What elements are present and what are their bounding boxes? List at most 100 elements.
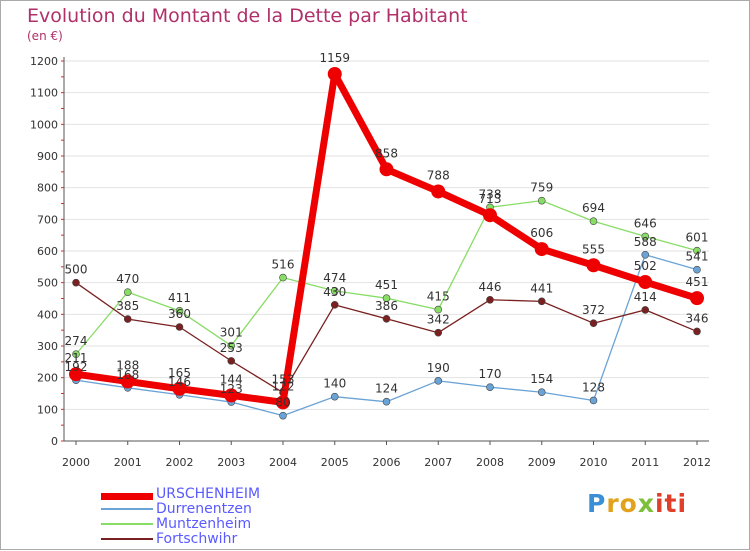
chart-title: Evolution du Montant de la Dette par Hab…	[27, 5, 468, 27]
data-label: 606	[530, 226, 553, 240]
data-point	[638, 275, 653, 290]
data-point	[72, 350, 80, 359]
data-label: 694	[582, 201, 605, 215]
data-point	[534, 242, 549, 257]
y-tick-label: 1000	[30, 118, 58, 131]
data-point	[123, 315, 132, 323]
data-label: 372	[582, 303, 605, 317]
data-point	[123, 288, 132, 296]
data-point	[431, 184, 446, 199]
legend-label: Fortschwihr	[156, 531, 238, 547]
data-label: 858	[375, 146, 398, 160]
data-point	[330, 287, 339, 295]
data-label: 168	[116, 368, 139, 382]
data-label: 415	[427, 290, 450, 304]
data-point	[486, 383, 494, 391]
data-label: 414	[634, 290, 657, 304]
data-label: 140	[323, 377, 346, 391]
data-label: 153	[272, 373, 295, 387]
data-point	[589, 319, 598, 328]
data-point	[379, 162, 394, 177]
data-label: 211	[65, 351, 88, 365]
data-label: 301	[220, 326, 243, 340]
x-tick-label: 2009	[528, 456, 556, 469]
data-label: 253	[220, 341, 243, 355]
legend-item: Muntzenheim	[101, 516, 331, 532]
data-label: 385	[116, 299, 139, 313]
data-label: 274	[65, 334, 88, 348]
data-point	[693, 327, 701, 336]
data-point	[276, 395, 290, 410]
x-tick-label: 2000	[62, 456, 90, 469]
data-label: 146	[168, 375, 191, 389]
data-label: 451	[375, 278, 398, 292]
data-point	[330, 301, 339, 309]
logo-part: P	[587, 489, 607, 518]
data-point	[641, 232, 650, 241]
x-tick-label: 2007	[424, 456, 452, 469]
proxiti-logo: Proxiti	[587, 489, 687, 518]
data-label: 170	[479, 367, 502, 381]
data-point	[175, 323, 184, 331]
data-label: 188	[116, 358, 139, 372]
data-point	[586, 258, 601, 273]
data-label: 192	[65, 360, 88, 374]
data-label: 516	[272, 258, 295, 272]
data-point	[589, 396, 598, 405]
y-tick-label: 100	[37, 403, 58, 416]
data-label: 411	[168, 291, 191, 305]
data-point	[172, 381, 187, 396]
y-tick-label: 400	[37, 308, 58, 321]
x-tick-label: 2012	[683, 456, 711, 469]
data-label: 588	[634, 235, 657, 249]
data-point	[382, 294, 391, 302]
data-label: 738	[479, 187, 502, 201]
legend-item: URSCHENHEIM	[101, 486, 331, 502]
data-point	[327, 66, 342, 81]
data-point	[537, 388, 546, 397]
data-label: 474	[323, 271, 346, 285]
data-label: 451	[686, 275, 709, 289]
data-label: 646	[634, 216, 657, 230]
data-point	[434, 305, 443, 314]
x-tick-label: 2005	[321, 456, 349, 469]
data-label: 123	[220, 382, 243, 396]
chart-subtitle: (en €)	[27, 29, 63, 43]
data-point	[382, 314, 391, 323]
data-label: 555	[582, 242, 605, 256]
y-tick-label: 0	[51, 435, 58, 448]
legend-item: Durrenentzen	[101, 501, 331, 517]
data-point	[641, 251, 650, 259]
y-tick-label: 1200	[30, 55, 58, 68]
data-label: 360	[168, 307, 191, 321]
data-label: 128	[582, 380, 605, 394]
y-tick-label: 200	[37, 372, 58, 385]
legend-item: Fortschwihr	[101, 531, 331, 547]
x-tick-label: 2001	[114, 456, 142, 469]
data-point	[537, 297, 546, 306]
legend-label: Durrenentzen	[156, 501, 252, 517]
data-label: 446	[479, 280, 502, 294]
data-point	[227, 357, 236, 365]
legend: URSCHENHEIM Durrenentzen Muntzenheim Fortsc…	[101, 486, 331, 547]
data-label: 759	[530, 181, 553, 195]
data-label: 154	[530, 372, 553, 386]
data-label: 190	[427, 361, 450, 375]
data-point	[641, 306, 650, 314]
series-line	[75, 70, 699, 406]
data-point	[224, 388, 239, 403]
data-point	[175, 307, 184, 315]
data-point	[72, 278, 80, 287]
data-label: 144	[220, 372, 243, 386]
data-point	[279, 411, 287, 420]
data-label: 441	[530, 281, 553, 295]
legend-label: URSCHENHEIM	[156, 486, 261, 502]
data-point	[537, 196, 546, 205]
data-label: 470	[116, 272, 139, 286]
data-point	[693, 246, 701, 255]
data-point	[434, 328, 443, 337]
data-label: 122	[272, 379, 295, 393]
x-tick-label: 2011	[631, 456, 659, 469]
data-point	[486, 295, 494, 304]
